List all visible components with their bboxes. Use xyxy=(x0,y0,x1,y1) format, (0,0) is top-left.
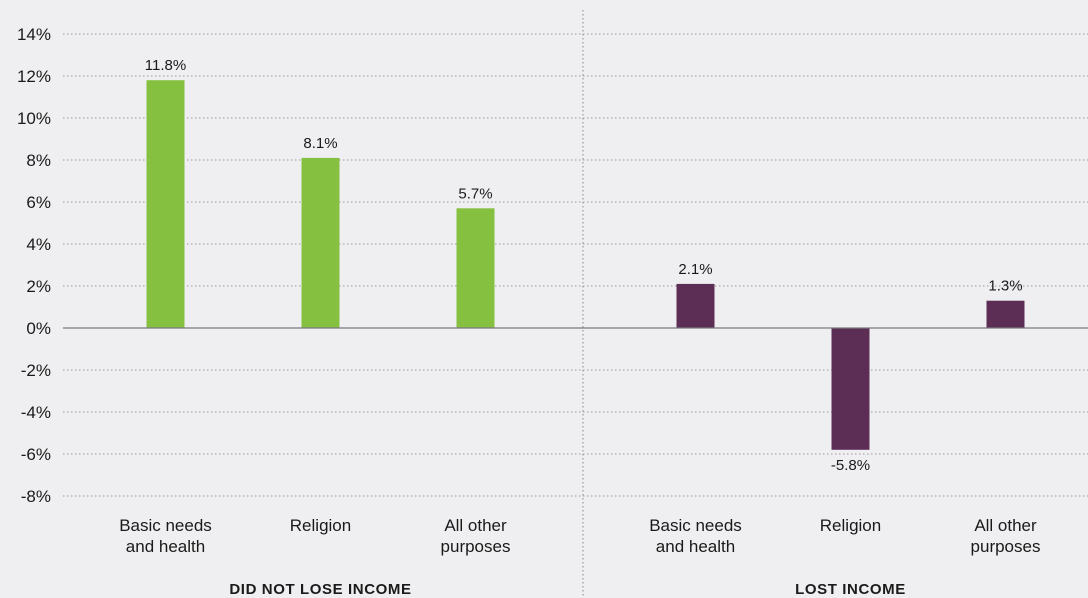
x-tick-label: purposes xyxy=(971,537,1041,556)
y-tick-label: 6% xyxy=(26,193,51,212)
bar xyxy=(146,80,185,328)
data-label: 11.8% xyxy=(145,57,186,74)
y-tick-label: -2% xyxy=(21,361,51,380)
y-tick-label: 14% xyxy=(17,25,51,44)
x-tick-label: Religion xyxy=(290,516,351,535)
y-tick-label: 10% xyxy=(17,109,51,128)
bar xyxy=(986,300,1025,328)
x-tick-label: Basic needs xyxy=(119,516,212,535)
bar xyxy=(831,328,870,450)
x-tick-label: Religion xyxy=(820,516,881,535)
data-label: -5.8% xyxy=(831,457,870,474)
y-tick-label: 2% xyxy=(26,277,51,296)
y-tick-label: 0% xyxy=(26,319,51,338)
x-tick-label: and health xyxy=(126,537,205,556)
data-label: 8.1% xyxy=(303,135,337,152)
group-label: DID NOT LOSE INCOME xyxy=(229,581,411,598)
data-label: 1.3% xyxy=(988,278,1022,295)
x-tick-label: All other xyxy=(444,516,507,535)
y-tick-label: 12% xyxy=(17,67,51,86)
y-tick-label: 8% xyxy=(26,151,51,170)
x-tick-label: and health xyxy=(656,537,735,556)
data-label: 5.7% xyxy=(458,185,492,202)
bar xyxy=(676,283,715,328)
y-tick-label: -6% xyxy=(21,445,51,464)
y-tick-label: -8% xyxy=(21,487,51,506)
x-tick-label: All other xyxy=(974,516,1037,535)
x-tick-label: purposes xyxy=(441,537,511,556)
y-tick-label: -4% xyxy=(21,403,51,422)
y-tick-label: 4% xyxy=(26,235,51,254)
bar xyxy=(301,157,340,328)
bar xyxy=(456,208,495,328)
group-label: LOST INCOME xyxy=(795,581,906,598)
x-tick-label: Basic needs xyxy=(649,516,742,535)
data-label: 2.1% xyxy=(678,261,712,278)
